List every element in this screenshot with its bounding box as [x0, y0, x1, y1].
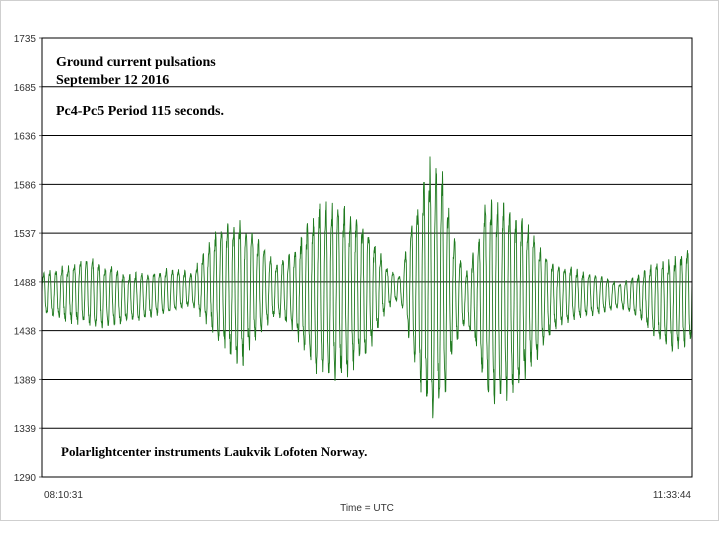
x-axis-title: Time = UTC	[340, 503, 394, 514]
chart-subtitle: Pc4-Pc5 Period 115 seconds.	[56, 104, 224, 119]
x-start-label: 08:10:31	[44, 490, 83, 501]
series-line-ground-current	[41, 156, 693, 419]
x-end-label: 11:33:44	[653, 490, 692, 501]
plot-area-border	[41, 37, 693, 478]
series-layer	[41, 156, 693, 419]
y-tick-label: 1685	[14, 83, 37, 94]
y-tick-label: 1586	[14, 180, 37, 191]
y-tick-label: 1636	[14, 132, 37, 143]
y-tick-label: 1735	[14, 34, 37, 45]
chart-title-line-1: Ground current pulsations	[56, 55, 216, 70]
chart-title-line-2: September 12 2016	[56, 73, 169, 88]
y-tick-label: 1339	[14, 424, 37, 435]
y-tick-label: 1488	[14, 278, 37, 289]
y-tick-label: 1389	[14, 375, 37, 386]
y-tick-label: 1537	[14, 229, 37, 240]
chart-footer-note: Polarlightcenter instruments Laukvik Lof…	[61, 444, 367, 459]
y-tick-label: 1290	[14, 473, 37, 484]
y-tick-label: 1438	[14, 327, 37, 338]
